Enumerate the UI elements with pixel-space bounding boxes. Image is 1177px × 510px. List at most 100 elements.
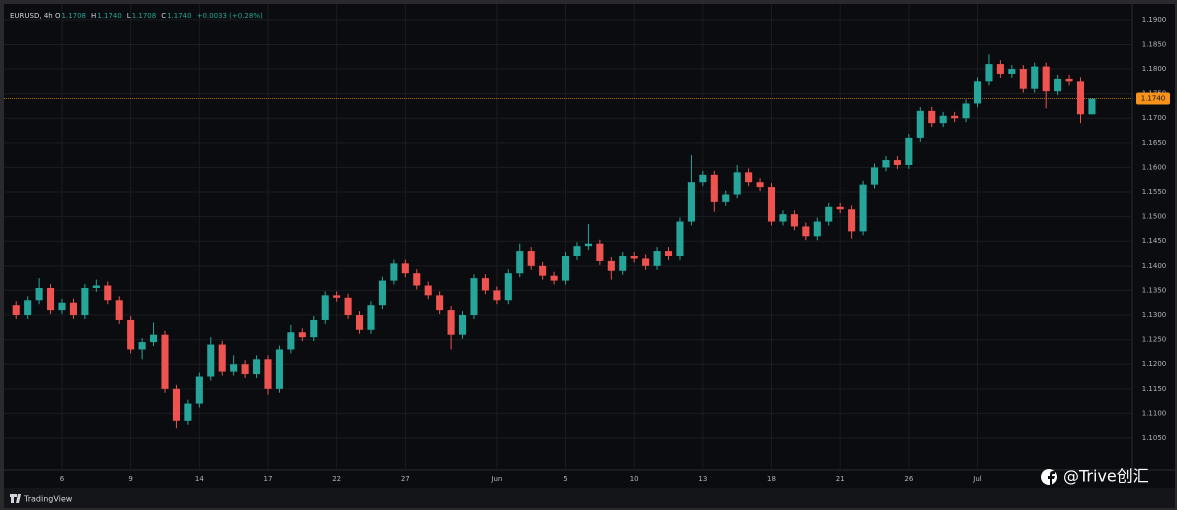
candle-body: [905, 137, 913, 165]
candle-body: [310, 319, 318, 338]
candle-body: [516, 251, 524, 274]
candle-body: [573, 246, 581, 256]
candle-body: [1076, 81, 1085, 115]
readout-key: O: [55, 12, 61, 20]
candle-body: [58, 302, 66, 311]
candle-body: [504, 273, 512, 301]
candle-body: [619, 255, 627, 271]
candle-body: [870, 167, 879, 185]
labels: 1.1050 1.1100 1.1150 1.1200 1.1250 1.1300 1.13…: [60, 16, 1170, 483]
symbol: EURUSD, 4h: [10, 12, 53, 20]
candle-body: [1088, 98, 1096, 115]
readout-key: C: [161, 12, 166, 20]
brand: TradingView: [10, 494, 73, 504]
candle-body: [161, 334, 169, 389]
x-tick-label: 27: [401, 475, 410, 483]
candle-body: [653, 251, 661, 266]
candle-body: [104, 285, 112, 301]
candle-body: [115, 300, 123, 320]
candle-body: [12, 305, 20, 316]
readout-key: L: [127, 12, 131, 20]
candle-body: [836, 206, 844, 210]
x-tick-label: 17: [264, 475, 273, 483]
y-tick-label: 1.1150: [1142, 385, 1167, 393]
candle-body: [35, 287, 43, 301]
readout-value: 1.1708: [132, 12, 157, 20]
candle-body: [436, 295, 444, 311]
candle-body: [184, 403, 192, 421]
candle-body: [470, 278, 478, 316]
candle-body: [939, 115, 947, 124]
candle-body: [916, 110, 924, 138]
candle-body: [733, 172, 741, 195]
candle-body: [882, 160, 890, 168]
candle-body: [298, 332, 306, 338]
candle-body: [527, 251, 535, 266]
x-tick-label: 6: [60, 475, 65, 483]
candle-body: [1054, 78, 1062, 92]
candle-body: [1008, 69, 1016, 74]
candle-body: [172, 388, 180, 421]
candle-body: [767, 187, 776, 222]
candle-body: [539, 265, 547, 276]
candle-body: [802, 226, 810, 237]
candle-body: [81, 287, 89, 316]
candle-body: [676, 221, 684, 256]
y-tick-label: 1.1400: [1142, 262, 1167, 270]
readout-value: 1.1740: [167, 12, 192, 20]
candle-body: [825, 206, 833, 222]
candle-body: [962, 103, 970, 119]
candle-body: [1065, 78, 1073, 82]
candle-body: [321, 295, 329, 320]
candle-body: [344, 297, 352, 316]
candles: [12, 54, 1096, 429]
brand-logo: [10, 494, 21, 503]
y-tick-label: 1.1550: [1142, 188, 1167, 196]
candle-body: [1031, 66, 1039, 89]
brand-name: TradingView: [23, 495, 73, 504]
price-label: 1.1740: [1141, 95, 1166, 103]
grid: [4, 4, 1132, 470]
candle-body: [333, 295, 341, 298]
candle-body: [813, 221, 821, 237]
candle-body: [630, 255, 638, 259]
x-tick-label: Jul: [972, 475, 982, 483]
y-tick-label: 1.1250: [1142, 336, 1167, 344]
candle-body: [252, 359, 261, 375]
candle-body: [355, 315, 364, 330]
x-tick-label: 5: [563, 475, 567, 483]
candle-body: [756, 182, 764, 188]
candle-body: [447, 310, 455, 335]
readout: EURUSD, 4h O 1.1708 H 1.1740 L 1.1708 C 1.1740 +…: [10, 12, 263, 20]
candle-body: [230, 364, 238, 372]
candle-body: [1042, 66, 1050, 92]
candle-body: [24, 300, 32, 316]
candle-body: [378, 280, 386, 306]
candle-body: [848, 209, 856, 232]
y-tick-label: 1.1300: [1142, 311, 1167, 319]
readout-value: 1.1708: [62, 12, 87, 20]
candle-body: [722, 194, 730, 202]
candle-body: [150, 334, 158, 343]
x-tick-label: 21: [836, 475, 845, 483]
candle-body: [596, 243, 604, 261]
candle-body: [699, 174, 707, 183]
candle-body: [561, 255, 570, 281]
candle-body: [493, 290, 501, 301]
y-tick-label: 1.1850: [1142, 40, 1167, 48]
x-tick-label: 18: [767, 475, 776, 483]
candle-body: [664, 251, 673, 256]
candle-body: [779, 214, 787, 222]
candle-body: [413, 273, 421, 286]
candle-body: [1019, 69, 1027, 89]
y-tick-label: 1.1900: [1142, 16, 1167, 24]
readout-change: +0.0033 (+0.28%): [197, 12, 263, 20]
x-tick-label: Jun: [490, 475, 502, 483]
x-tick-label: 10: [630, 475, 639, 483]
candle-body: [790, 214, 798, 227]
candle-body: [390, 263, 398, 281]
price-label-box: [1136, 92, 1170, 105]
candle-body: [424, 285, 432, 296]
candle-body: [996, 64, 1004, 74]
candle-body: [481, 278, 489, 291]
